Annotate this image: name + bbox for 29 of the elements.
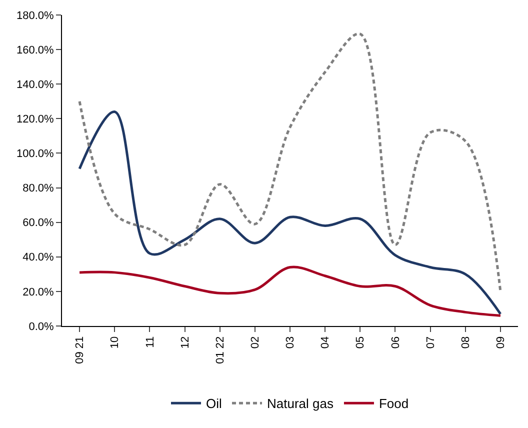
legend-label: Oil xyxy=(206,396,222,412)
y-tick-label: 140.0% xyxy=(16,78,54,91)
x-tick-label: 01 22 xyxy=(214,336,226,364)
legend-label: Natural gas xyxy=(267,396,334,412)
y-tick-label: 100.0% xyxy=(16,148,54,160)
line-series xyxy=(78,110,502,316)
y-tick-label: 160.0% xyxy=(16,44,54,56)
x-tick-label: 03 xyxy=(284,336,297,349)
x-tick-label: 06 xyxy=(390,336,402,349)
x-tick-label: 09 xyxy=(495,336,508,349)
y-tick-label: 20.0% xyxy=(22,286,54,298)
y-tick-label: 180.0% xyxy=(16,10,54,22)
y-tick-label: 120.0% xyxy=(16,114,54,126)
line-series xyxy=(78,32,502,293)
legend-label: Food xyxy=(378,396,409,412)
x-tick-label: 04 xyxy=(320,336,332,349)
y-tick-label: 80.0% xyxy=(22,182,54,195)
x-tick-label: 07 xyxy=(424,336,437,349)
x-tick-label: 10 xyxy=(109,336,122,349)
x-tick-label: 08 xyxy=(460,336,472,349)
line-series xyxy=(78,266,502,317)
x-tick-label: 09 21 xyxy=(74,336,86,364)
x-tick-label: 12 xyxy=(179,336,192,349)
x-tick-label: 05 xyxy=(354,336,367,349)
y-tick-label: 60.0% xyxy=(22,217,54,230)
x-tick-label: 02 xyxy=(249,336,262,349)
y-tick-label: 0.0% xyxy=(28,320,54,333)
x-tick-label: 11 xyxy=(144,336,156,348)
y-tick-label: 40.0% xyxy=(22,252,54,264)
